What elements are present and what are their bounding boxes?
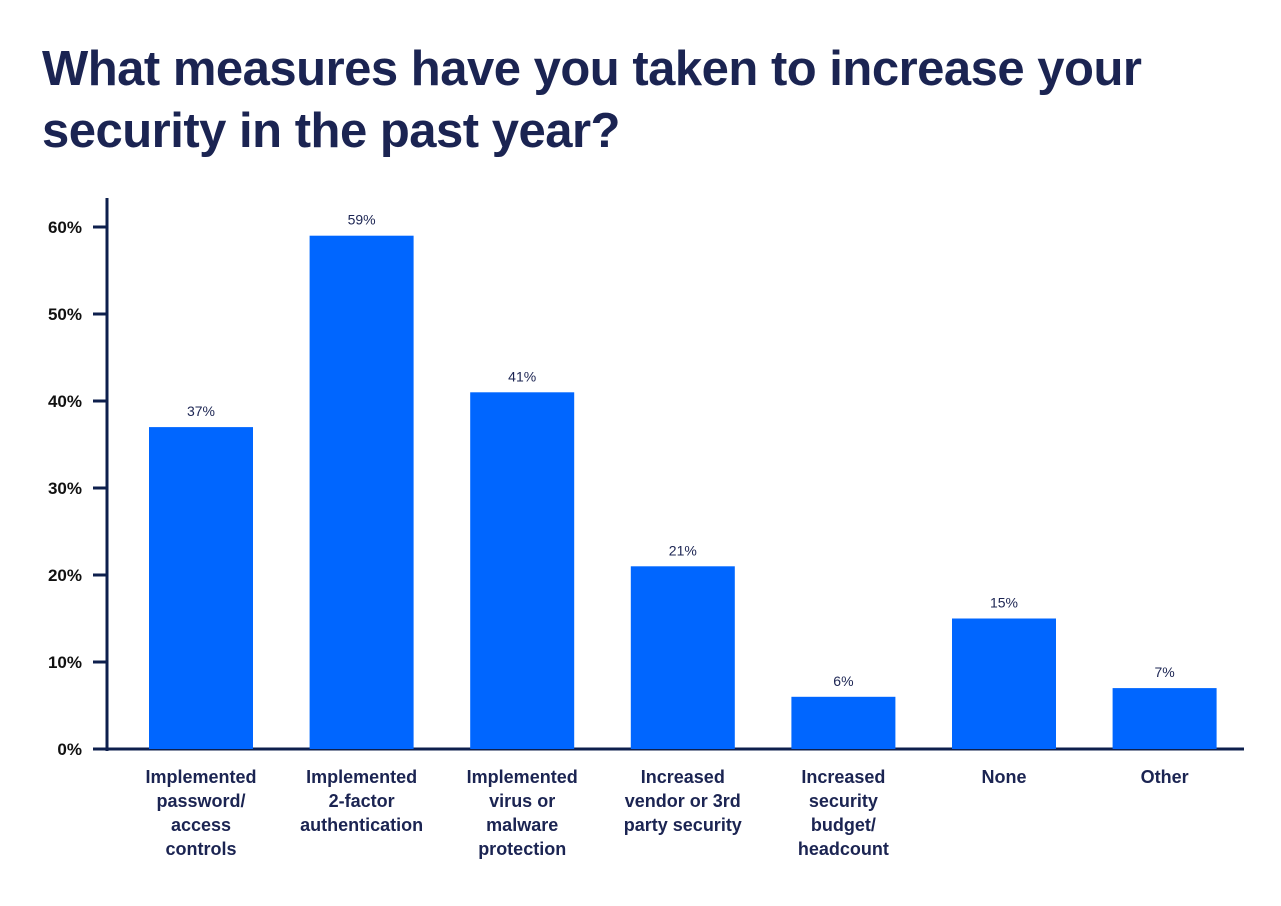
data-label: 15% bbox=[990, 595, 1018, 611]
bar bbox=[1112, 688, 1217, 749]
bar bbox=[470, 392, 575, 749]
category-label: Implemented 2-factor authentication bbox=[300, 767, 423, 835]
y-tick-label: 60% bbox=[48, 218, 82, 237]
y-tick-label: 50% bbox=[48, 305, 82, 324]
bar bbox=[309, 235, 414, 749]
chart-title: What measures have you taken to increase… bbox=[42, 42, 1142, 158]
bar bbox=[791, 696, 896, 749]
bar bbox=[630, 566, 735, 749]
data-label: 37% bbox=[187, 403, 215, 419]
bar bbox=[952, 618, 1056, 749]
category-label: Increased security budget/headcount bbox=[798, 767, 889, 859]
data-label: 41% bbox=[508, 368, 536, 384]
y-tick-label: 40% bbox=[48, 392, 82, 411]
y-tick-label: 0% bbox=[57, 740, 82, 759]
data-label: 6% bbox=[833, 673, 853, 689]
category-label: Implemented password/access controls bbox=[145, 767, 256, 859]
y-tick-label: 20% bbox=[48, 566, 82, 585]
data-label: 7% bbox=[1154, 664, 1174, 680]
data-label: 59% bbox=[348, 212, 376, 228]
category-label: Increased vendor or 3rd party security bbox=[624, 767, 742, 835]
y-tick-label: 10% bbox=[48, 653, 82, 672]
y-tick-label: 30% bbox=[48, 479, 82, 498]
category-label: Other bbox=[1141, 767, 1189, 787]
bar bbox=[149, 427, 253, 749]
category-label: None bbox=[982, 767, 1027, 787]
data-label: 21% bbox=[669, 542, 697, 558]
category-label: Implemented virus or malware protection bbox=[467, 767, 578, 859]
